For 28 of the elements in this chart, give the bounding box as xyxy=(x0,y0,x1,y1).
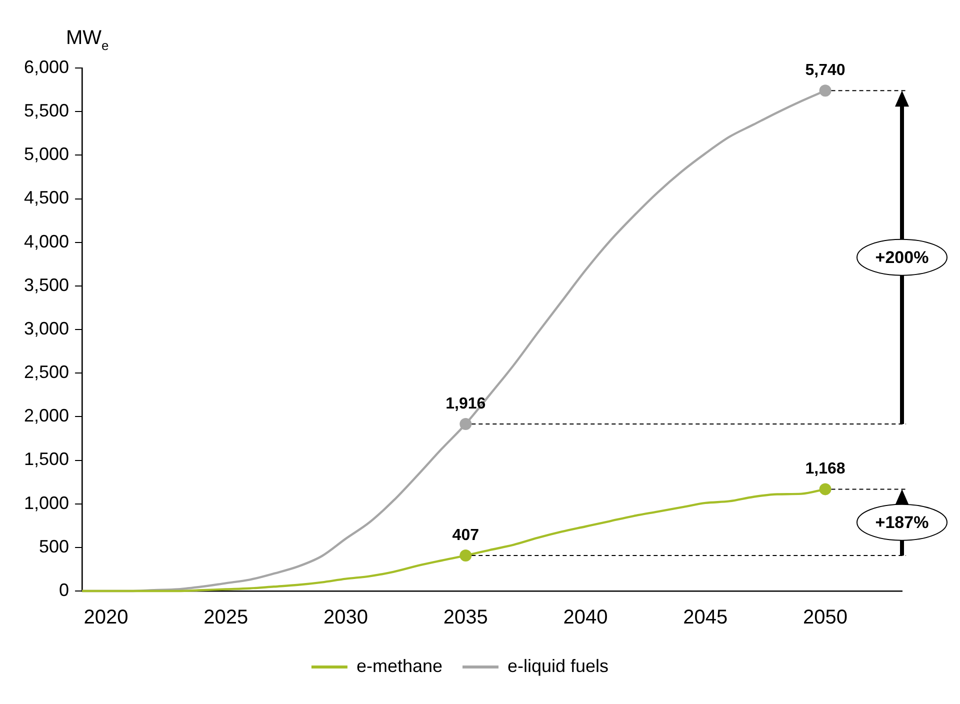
x-tick-label: 2020 xyxy=(84,606,128,629)
x-tick-label: 2050 xyxy=(803,606,848,629)
x-tick-label: 2035 xyxy=(443,606,488,629)
y-tick-label: 500 xyxy=(38,536,70,556)
y-tick-label: 5,500 xyxy=(24,100,70,121)
data-label: 1,168 xyxy=(805,460,846,478)
data-label: 407 xyxy=(452,526,480,544)
y-tick-label: 3,000 xyxy=(24,318,70,338)
x-tick-label: 2030 xyxy=(324,606,368,629)
x-tick-label: 2025 xyxy=(204,606,248,629)
y-tick-label: 1,000 xyxy=(24,492,70,513)
y-tick-label: 5,000 xyxy=(24,144,70,164)
legend-label: e-methane xyxy=(356,656,443,676)
annotation: +200% xyxy=(875,248,929,268)
data-label: 1,916 xyxy=(446,395,486,412)
y-tick-label: 1,500 xyxy=(24,449,70,470)
y-tick-label: 0 xyxy=(59,580,70,600)
y-tick-label: 2,000 xyxy=(24,406,70,426)
y-tick-label: 3,500 xyxy=(24,274,70,295)
y-tick-label: 6,000 xyxy=(24,56,70,77)
x-tick-label: 2045 xyxy=(683,606,728,629)
annotation: +187% xyxy=(875,513,929,532)
y-tick-label: 2,500 xyxy=(24,362,70,382)
data-label: 5,740 xyxy=(805,62,846,80)
y-tick-label: 4,500 xyxy=(24,188,70,208)
x-tick-label: 2040 xyxy=(563,606,608,629)
legend-label: e-liquid fuels xyxy=(508,656,609,676)
y-tick-label: 4,000 xyxy=(24,231,70,252)
